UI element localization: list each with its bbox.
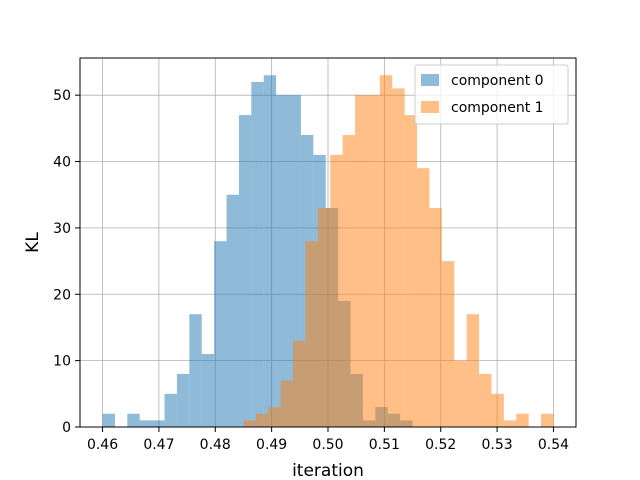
y-axis-label: KL — [23, 232, 43, 253]
bar-series-1-bin-0 — [243, 420, 256, 427]
bar-series-1-bin-13 — [404, 115, 418, 428]
bar-series-1-bin-11 — [379, 75, 393, 427]
bar-series-0-bin-8 — [201, 353, 215, 427]
bar-series-0-bin-0 — [102, 413, 115, 427]
legend-swatch-component-1 — [421, 101, 439, 113]
bar-series-0-bin-6 — [176, 373, 190, 427]
bar-series-0-bin-2 — [127, 413, 140, 427]
bar-series-1-bin-7 — [330, 154, 343, 427]
x-tick-label-4: 0.50 — [312, 437, 343, 453]
bar-series-1-bin-18 — [466, 314, 480, 427]
bar-series-1-bin-4 — [293, 340, 306, 427]
bar-series-0-bin-14 — [276, 95, 289, 427]
bar-series-1-bin-9 — [355, 95, 368, 427]
x-tick-label-0: 0.46 — [87, 437, 118, 453]
bar-series-1-bin-12 — [392, 88, 405, 427]
bar-series-1-bin-5 — [305, 241, 318, 427]
bar-series-0-bin-11 — [238, 115, 252, 428]
x-tick-label-3: 0.49 — [256, 437, 287, 453]
bar-series-1-bin-15 — [429, 207, 442, 427]
x-tick-label-8: 0.54 — [538, 437, 569, 453]
x-tick-label-5: 0.51 — [369, 437, 400, 453]
y-tick-label-0: 0 — [62, 420, 71, 436]
bar-series-1-bin-10 — [367, 95, 380, 427]
bar-series-0-bin-13 — [263, 75, 277, 427]
bar-series-1-bin-19 — [479, 373, 492, 427]
x-axis-label: iteration — [292, 461, 364, 480]
x-tick-label-1: 0.47 — [143, 437, 174, 453]
legend-swatch-component-0 — [421, 74, 439, 86]
bar-series-1-bin-14 — [417, 168, 430, 427]
bar-series-1-bin-20 — [491, 393, 504, 427]
bar-series-0-bin-7 — [189, 314, 202, 427]
legend-label-component-1: component 1 — [451, 100, 544, 116]
x-axis-ticks: 0.46 0.47 0.48 0.49 0.50 0.51 0.52 0.53 0.54 — [87, 427, 569, 453]
legend-box — [414, 64, 569, 125]
x-tick-label-6: 0.52 — [425, 437, 456, 453]
legend-label-component-0: component 0 — [451, 73, 544, 89]
y-tick-label-2: 20 — [53, 287, 71, 303]
bar-series-1-bin-8 — [342, 134, 356, 428]
bars — [102, 75, 554, 428]
bar-series-1-bin-22 — [516, 413, 529, 427]
bar-series-0-bin-3 — [139, 420, 153, 427]
bar-series-1-bin-1 — [255, 413, 269, 427]
y-tick-label-5: 50 — [53, 88, 71, 104]
bar-series-1-bin-17 — [454, 360, 467, 427]
bar-series-0-bin-9 — [214, 241, 227, 427]
bar-series-0-bin-10 — [226, 194, 239, 427]
y-tick-label-4: 40 — [53, 155, 71, 171]
y-tick-label-1: 10 — [53, 354, 71, 370]
series-1-bars — [243, 75, 554, 428]
bar-series-1-bin-24 — [541, 413, 554, 427]
bar-series-1-bin-6 — [317, 207, 331, 427]
x-tick-label-7: 0.53 — [482, 437, 513, 453]
bar-series-1-bin-3 — [280, 380, 294, 427]
y-axis-ticks: 0 10 20 30 40 50 — [53, 88, 80, 436]
x-tick-label-2: 0.48 — [200, 437, 231, 453]
bar-series-0-bin-12 — [251, 81, 264, 427]
bar-series-0-bin-4 — [152, 420, 165, 427]
bar-series-1-bin-2 — [268, 407, 281, 427]
bar-series-1-bin-21 — [503, 420, 517, 427]
legend: component 0 component 1 — [414, 64, 569, 125]
bar-series-0-bin-5 — [164, 393, 177, 427]
y-tick-label-3: 30 — [53, 221, 71, 237]
bar-series-1-bin-16 — [441, 261, 455, 427]
